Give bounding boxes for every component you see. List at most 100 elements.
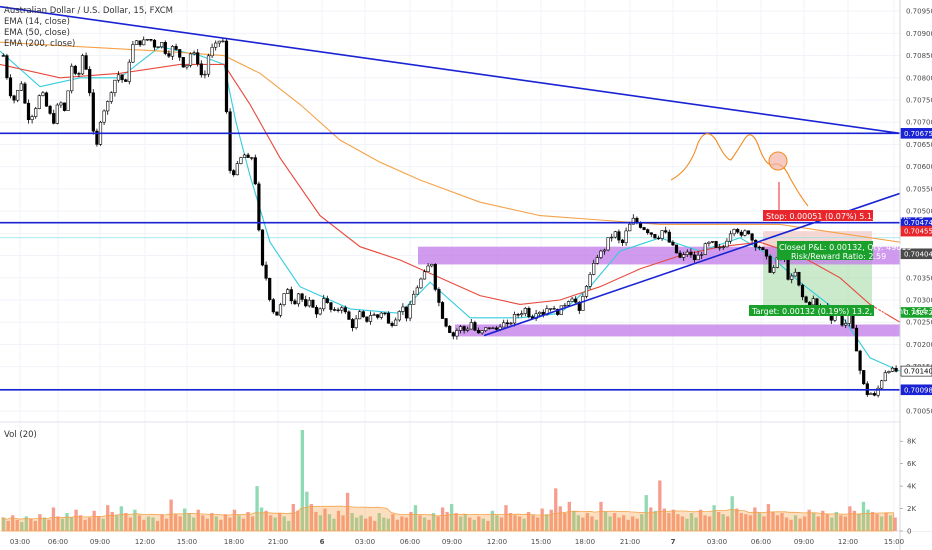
candle-up[interactable] bbox=[210, 46, 214, 57]
candle-down[interactable] bbox=[764, 249, 769, 257]
candle-up[interactable] bbox=[142, 39, 146, 46]
candle-up[interactable] bbox=[70, 65, 74, 92]
candle-up[interactable] bbox=[214, 42, 218, 48]
candle-down[interactable] bbox=[329, 302, 333, 310]
candle-up[interactable] bbox=[520, 313, 524, 316]
candle-up[interactable] bbox=[340, 307, 344, 311]
candle-down[interactable] bbox=[336, 309, 340, 311]
candle-down[interactable] bbox=[556, 308, 560, 315]
candle-down[interactable] bbox=[653, 234, 657, 239]
candle-up[interactable] bbox=[408, 304, 412, 319]
candle-down[interactable] bbox=[178, 49, 182, 58]
candle-down[interactable] bbox=[386, 312, 391, 324]
candle-down[interactable] bbox=[124, 79, 128, 82]
candle-up[interactable] bbox=[595, 257, 599, 264]
candle-up[interactable] bbox=[412, 293, 416, 305]
candle-up[interactable] bbox=[401, 306, 405, 312]
candle-up[interactable] bbox=[379, 312, 383, 318]
candle-down[interactable] bbox=[736, 229, 740, 233]
candle-down[interactable] bbox=[444, 318, 448, 327]
candle-down[interactable] bbox=[365, 316, 369, 322]
candle-down[interactable] bbox=[52, 113, 56, 124]
candle-down[interactable] bbox=[257, 183, 261, 231]
candle-down[interactable] bbox=[638, 222, 643, 228]
candle-up[interactable] bbox=[372, 314, 376, 316]
candle-up[interactable] bbox=[242, 154, 247, 158]
candle-up[interactable] bbox=[624, 230, 628, 244]
candle-down[interactable] bbox=[383, 312, 387, 315]
candle-down[interactable] bbox=[48, 105, 52, 114]
candle-up[interactable] bbox=[322, 298, 326, 310]
candle-down[interactable] bbox=[91, 92, 95, 132]
candle-down[interactable] bbox=[23, 83, 27, 104]
candle-up[interactable] bbox=[170, 46, 175, 57]
target-label-box[interactable] bbox=[749, 305, 874, 316]
candle-up[interactable] bbox=[131, 44, 135, 63]
candle-up[interactable] bbox=[700, 254, 704, 256]
candle-down[interactable] bbox=[746, 230, 751, 235]
overlay-layer[interactable] bbox=[0, 5, 901, 391]
candle-up[interactable] bbox=[890, 367, 895, 372]
candle-up[interactable] bbox=[419, 278, 423, 289]
candle-down[interactable] bbox=[768, 255, 772, 273]
candle-up[interactable] bbox=[106, 101, 110, 112]
candle-up[interactable] bbox=[55, 104, 59, 124]
candle-up[interactable] bbox=[30, 116, 34, 120]
candle-down[interactable] bbox=[314, 307, 319, 315]
candle-down[interactable] bbox=[138, 40, 142, 46]
candle-down[interactable] bbox=[739, 231, 743, 236]
candle-up[interactable] bbox=[628, 223, 632, 232]
highlight-circle[interactable] bbox=[768, 151, 788, 171]
candle-up[interactable] bbox=[844, 322, 848, 326]
candle-down[interactable] bbox=[174, 46, 178, 50]
candle-down[interactable] bbox=[260, 229, 265, 266]
candle-down[interactable] bbox=[264, 264, 268, 279]
candle-down[interactable] bbox=[73, 65, 77, 74]
candle-up[interactable] bbox=[869, 393, 873, 395]
candle-up[interactable] bbox=[235, 163, 239, 176]
candle-down[interactable] bbox=[437, 289, 441, 303]
candle-down[interactable] bbox=[77, 73, 81, 75]
candle-down[interactable] bbox=[646, 229, 650, 234]
price-tag[interactable] bbox=[900, 365, 932, 377]
support-zone-2[interactable] bbox=[455, 324, 900, 337]
candle-up[interactable] bbox=[480, 330, 484, 334]
candle-up[interactable] bbox=[685, 251, 689, 255]
candle-down[interactable] bbox=[664, 230, 668, 233]
candle-down[interactable] bbox=[26, 102, 31, 120]
candle-up[interactable] bbox=[710, 241, 715, 243]
candle-up[interactable] bbox=[660, 230, 664, 239]
candle-down[interactable] bbox=[181, 57, 185, 68]
ema14-legend[interactable]: EMA (14, close) bbox=[4, 17, 70, 27]
ema200-legend[interactable]: EMA (200, close) bbox=[4, 39, 75, 49]
candle-down[interactable] bbox=[268, 277, 272, 300]
candle-down[interactable] bbox=[196, 52, 200, 65]
candle-up[interactable] bbox=[880, 380, 884, 389]
candle-up[interactable] bbox=[570, 298, 574, 302]
candle-up[interactable] bbox=[566, 301, 571, 306]
candle-up[interactable] bbox=[415, 287, 419, 295]
price-tag[interactable] bbox=[900, 307, 932, 318]
candle-down[interactable] bbox=[656, 237, 661, 240]
candle-up[interactable] bbox=[721, 246, 725, 248]
candle-up[interactable] bbox=[725, 240, 729, 248]
candle-up[interactable] bbox=[512, 314, 517, 324]
candle-down[interactable] bbox=[1, 55, 5, 57]
candle-up[interactable] bbox=[584, 286, 589, 297]
candle-up[interactable] bbox=[282, 293, 286, 306]
candle-up[interactable] bbox=[134, 40, 139, 45]
candle-down[interactable] bbox=[232, 170, 236, 176]
candle-down[interactable] bbox=[224, 40, 229, 113]
candle-down[interactable] bbox=[552, 308, 556, 310]
candle-up[interactable] bbox=[509, 322, 513, 325]
candle-up[interactable] bbox=[185, 65, 189, 68]
candle-down[interactable] bbox=[674, 244, 679, 254]
candle-up[interactable] bbox=[59, 102, 63, 106]
closed-pnl-box[interactable] bbox=[777, 241, 873, 260]
candle-down[interactable] bbox=[350, 319, 355, 329]
candle-up[interactable] bbox=[113, 79, 117, 93]
candle-down[interactable] bbox=[620, 239, 625, 244]
volume-legend[interactable]: Vol (20) bbox=[4, 430, 37, 440]
ema50-legend[interactable]: EMA (50, close) bbox=[4, 28, 70, 38]
candle-down[interactable] bbox=[44, 92, 49, 107]
